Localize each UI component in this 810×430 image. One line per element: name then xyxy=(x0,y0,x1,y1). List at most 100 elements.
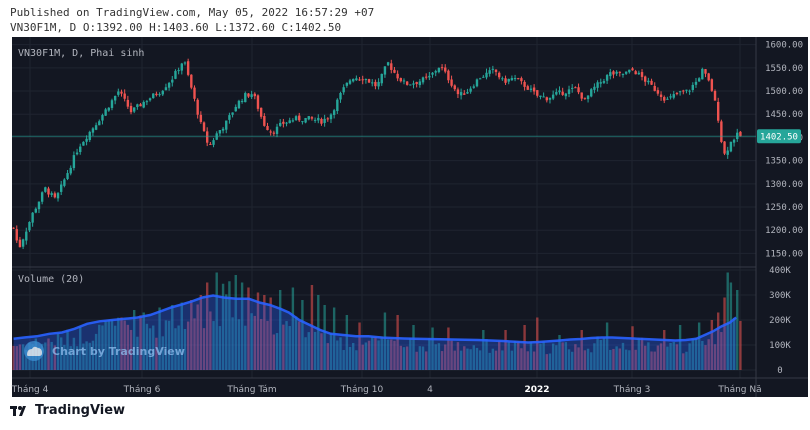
candle-body xyxy=(317,117,320,121)
volume-bar xyxy=(101,325,104,370)
volume-bar xyxy=(155,337,158,370)
volume-bar xyxy=(409,337,412,370)
volume-bar xyxy=(707,339,710,370)
volume-bar xyxy=(152,325,155,370)
candle-body xyxy=(494,69,498,72)
candle-body xyxy=(110,100,114,108)
candle-body xyxy=(402,80,406,82)
volume-tick-label: 200K xyxy=(769,316,791,326)
candle-body xyxy=(228,115,231,120)
volume-bar xyxy=(91,340,95,370)
volume-bar xyxy=(399,345,403,370)
volume-bar xyxy=(447,327,450,370)
candle-body xyxy=(364,79,368,81)
candle-body xyxy=(399,78,403,82)
volume-bar xyxy=(418,346,422,370)
volume-bar xyxy=(393,340,396,370)
candle-body xyxy=(390,63,393,70)
volume-bar xyxy=(577,347,580,370)
candle-body xyxy=(463,93,466,95)
volume-bar xyxy=(348,346,352,370)
symbol-label: VN30F1M, D, Phai sinh xyxy=(18,48,144,59)
candle-body xyxy=(685,89,688,91)
candle-body xyxy=(18,239,22,248)
candle-body xyxy=(580,92,583,99)
candle-body xyxy=(653,85,656,91)
candle-body xyxy=(434,71,437,73)
candle-body xyxy=(272,132,276,134)
volume-bar xyxy=(390,339,393,370)
tradingview-logo-icon xyxy=(10,405,26,416)
candle-body xyxy=(374,81,377,87)
volume-bar xyxy=(317,295,320,370)
volume-bar xyxy=(637,338,641,370)
volume-bar xyxy=(351,342,355,370)
candle-body xyxy=(101,115,104,121)
candle-body xyxy=(555,92,558,95)
candle-body xyxy=(437,67,441,73)
volume-bar xyxy=(631,326,634,370)
volume-bar xyxy=(161,336,164,370)
candle-body xyxy=(15,229,18,241)
candle-body xyxy=(164,87,168,91)
candle-body xyxy=(488,70,491,74)
candle-body xyxy=(205,131,209,143)
candle-body xyxy=(282,121,285,124)
candle-body xyxy=(694,81,698,85)
volume-bar xyxy=(732,317,736,370)
candle-body xyxy=(726,150,729,155)
published-line: Published on TradingView.com, May 05, 20… xyxy=(10,6,375,19)
volume-bar xyxy=(383,312,387,370)
volume-bar xyxy=(618,348,622,370)
volume-bar xyxy=(196,304,199,370)
candle-body xyxy=(180,63,184,71)
candle-body xyxy=(628,69,631,73)
volume-bar xyxy=(266,320,269,370)
candle-body xyxy=(266,126,269,131)
volume-bar xyxy=(40,343,44,370)
price-tick-label: 1550.00 xyxy=(765,64,803,74)
candle-body xyxy=(301,121,304,123)
candle-body xyxy=(659,94,663,97)
volume-bar xyxy=(326,343,330,370)
candle-body xyxy=(520,78,523,82)
candle-body xyxy=(212,140,215,145)
volume-bar xyxy=(66,329,69,370)
candle-body xyxy=(472,86,476,88)
candle-body xyxy=(247,93,250,97)
candle-body xyxy=(453,85,456,90)
candle-body xyxy=(336,99,339,112)
volume-bar xyxy=(548,353,552,370)
candle-body xyxy=(85,138,88,142)
volume-bar xyxy=(129,329,133,370)
candle-body xyxy=(259,107,263,117)
volume-bar xyxy=(145,323,149,370)
volume-bar xyxy=(345,315,349,370)
candle-body xyxy=(605,75,609,81)
candle-body xyxy=(624,71,628,74)
candle-body xyxy=(174,70,177,79)
candle-body xyxy=(25,231,28,241)
volume-bar xyxy=(453,350,456,370)
volume-bar xyxy=(663,330,666,370)
volume-bar xyxy=(532,351,536,370)
candle-body xyxy=(539,95,542,97)
watermark-text: Chart by TradingView xyxy=(52,345,185,358)
candle-body xyxy=(529,88,533,90)
volume-bar xyxy=(158,307,161,370)
candle-body xyxy=(44,187,47,192)
volume-bar xyxy=(94,333,98,370)
volume-bars xyxy=(12,272,742,370)
volume-bar xyxy=(85,341,88,370)
candle-body xyxy=(377,81,380,87)
volume-bar xyxy=(564,342,568,370)
time-tick-label: 2022 xyxy=(524,385,549,395)
candle-body xyxy=(602,81,606,83)
volume-bar xyxy=(539,343,542,370)
candle-body xyxy=(256,95,260,109)
candle-body xyxy=(720,121,723,142)
volume-bar xyxy=(485,339,488,370)
candle-body xyxy=(415,82,418,84)
chart[interactable]: 1600.001550.001500.001450.001400.001350.… xyxy=(0,0,810,400)
volume-bar xyxy=(590,352,593,370)
